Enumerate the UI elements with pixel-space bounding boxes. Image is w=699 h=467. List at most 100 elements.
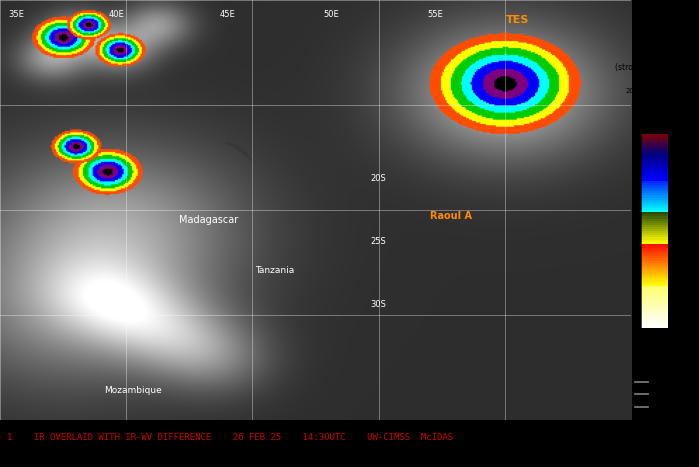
Bar — [642, 122, 668, 126]
Bar — [642, 288, 668, 292]
Bar — [642, 199, 668, 204]
Text: Political Boundaries: Political Boundaries — [650, 379, 699, 384]
Bar — [642, 141, 668, 145]
Text: 1    IR OVERLAID WITH IR-WV DIFFERENCE    26 FEB 25    14:30UTC    UW-CIMSS  McI: 1 IR OVERLAID WITH IR-WV DIFFERENCE 26 F… — [7, 433, 453, 442]
Bar — [642, 307, 668, 311]
Bar — [642, 277, 668, 282]
Bar — [642, 181, 668, 185]
Bar — [642, 151, 668, 156]
Bar — [642, 235, 668, 240]
Text: -2: -2 — [675, 218, 683, 227]
Bar — [642, 115, 668, 120]
Bar — [642, 220, 668, 225]
Bar — [642, 231, 668, 235]
Bar — [642, 313, 668, 318]
Text: Madagascar: Madagascar — [179, 215, 238, 225]
Bar — [642, 145, 668, 149]
Bar — [642, 136, 668, 141]
Bar — [642, 178, 668, 183]
Text: Raoul A: Raoul A — [431, 211, 473, 220]
Bar — [642, 164, 668, 168]
Bar — [642, 321, 668, 326]
Bar — [642, 134, 668, 139]
Bar — [642, 242, 668, 246]
Bar — [642, 246, 668, 250]
Text: Latitude/Longitude: Latitude/Longitude — [650, 392, 699, 397]
Text: Mozambique: Mozambique — [103, 386, 161, 395]
Bar — [642, 217, 668, 221]
Text: IR-WV: IR-WV — [654, 346, 677, 355]
Bar — [642, 282, 668, 286]
Bar — [642, 177, 668, 181]
Bar — [642, 166, 668, 170]
Bar — [642, 256, 668, 261]
Text: 30S: 30S — [370, 300, 387, 309]
Bar — [642, 143, 668, 147]
Bar — [642, 259, 668, 262]
Bar — [642, 170, 668, 175]
Bar — [642, 219, 668, 223]
Bar — [642, 202, 668, 206]
Text: Legend: Legend — [647, 13, 684, 21]
Bar — [642, 128, 668, 133]
Text: -1: -1 — [675, 166, 683, 175]
Bar — [642, 286, 668, 290]
Bar — [642, 189, 668, 193]
Bar — [642, 212, 668, 216]
Bar — [642, 193, 668, 198]
Bar — [642, 126, 668, 130]
Bar — [642, 273, 668, 277]
Text: 25S: 25S — [371, 237, 387, 246]
Bar — [642, 204, 668, 208]
Bar — [642, 248, 668, 252]
Bar — [642, 149, 668, 153]
Bar — [642, 185, 668, 189]
Bar — [642, 132, 668, 136]
Text: -3: -3 — [675, 271, 683, 280]
Bar — [642, 195, 668, 199]
Bar — [642, 271, 668, 275]
Bar — [642, 304, 668, 309]
Bar — [642, 237, 668, 242]
Bar — [642, 157, 668, 162]
Text: 0: 0 — [675, 113, 680, 122]
Bar — [642, 198, 668, 202]
Bar — [642, 262, 668, 267]
Bar — [642, 311, 668, 315]
Bar — [642, 279, 668, 283]
Bar — [642, 244, 668, 248]
Bar — [642, 303, 668, 307]
Text: TES: TES — [506, 15, 529, 25]
Text: 35E: 35E — [8, 10, 24, 19]
Bar — [642, 174, 668, 178]
Bar — [642, 296, 668, 301]
Bar — [642, 172, 668, 177]
Bar — [642, 225, 668, 229]
Bar — [642, 160, 668, 164]
Bar — [642, 261, 668, 265]
Text: IR overlaid with IR/WV Difference: IR overlaid with IR/WV Difference — [633, 38, 698, 57]
Bar — [642, 294, 668, 298]
Bar — [642, 183, 668, 187]
Bar — [642, 120, 668, 124]
Bar — [642, 229, 668, 233]
Bar — [642, 324, 668, 328]
Bar — [642, 309, 668, 313]
Bar — [642, 267, 668, 271]
Bar — [642, 292, 668, 296]
Bar — [642, 208, 668, 212]
Bar — [642, 252, 668, 256]
Bar — [642, 319, 668, 324]
Bar — [642, 153, 668, 158]
Bar — [642, 240, 668, 244]
Bar — [642, 254, 668, 258]
Bar — [642, 318, 668, 321]
Bar — [642, 290, 668, 294]
Bar — [642, 139, 668, 143]
Bar — [642, 265, 668, 269]
Bar — [642, 298, 668, 303]
Bar — [642, 124, 668, 128]
Text: 40E: 40E — [109, 10, 124, 19]
Text: (degC): (degC) — [652, 367, 678, 376]
Bar — [642, 233, 668, 237]
